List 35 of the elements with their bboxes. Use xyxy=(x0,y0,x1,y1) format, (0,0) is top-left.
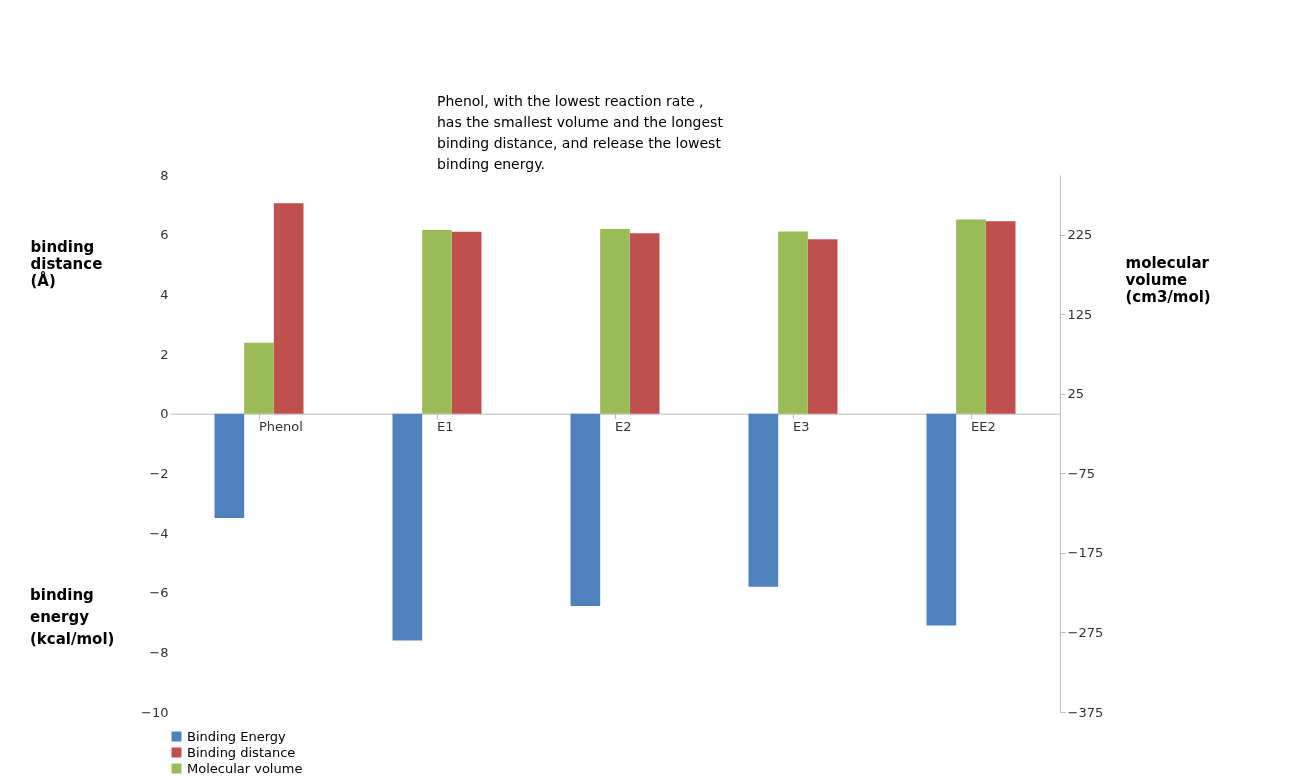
y-tick-label: 0 xyxy=(160,406,169,422)
x-tick-label: E2 xyxy=(615,419,632,435)
y2-tick-label: −275 xyxy=(1067,624,1104,640)
legend-label: Binding Energy xyxy=(187,728,287,744)
y-tick-label: 4 xyxy=(160,286,169,302)
bar xyxy=(214,413,245,519)
bar xyxy=(926,413,957,626)
legend-label: Molecular volume xyxy=(187,760,303,776)
chart-title: Phenol, with the lowest reaction rate , has the smallest volume and the longest binding distance, and release the lowest binding energy. xyxy=(437,93,724,172)
x-tick-label: E1 xyxy=(437,419,454,435)
y2-tick-label: 225 xyxy=(1067,227,1093,243)
bar xyxy=(748,413,779,587)
y2-tick-label: 25 xyxy=(1067,386,1085,402)
legend-label: Binding distance xyxy=(187,744,296,760)
y-tick-label: −8 xyxy=(149,644,169,660)
y2-tick-label: −175 xyxy=(1067,545,1104,561)
y2-axis-title: molecular volume (cm3/mol) xyxy=(1125,254,1211,307)
x-tick-label: E3 xyxy=(793,419,810,435)
bar xyxy=(392,413,423,641)
y-tick-label: −2 xyxy=(149,465,169,481)
text: binding energy (kcal/mol) xyxy=(30,586,115,649)
y2-tick-label: −75 xyxy=(1067,465,1095,481)
y-tick-label: −4 xyxy=(149,525,169,541)
y-tick-label: 2 xyxy=(160,346,169,362)
y-axis-title: binding distance (Å) xyxy=(30,237,103,290)
y-tick-label: −6 xyxy=(149,585,169,601)
y-tick-label: −10 xyxy=(141,704,169,720)
x-tick-label: Phenol xyxy=(259,419,303,435)
bar xyxy=(273,203,304,414)
x-tick-label: EE2 xyxy=(971,419,996,435)
y2-tick-label: 125 xyxy=(1067,306,1093,322)
y-tick-label: 6 xyxy=(160,227,169,243)
y2-tick-label: −375 xyxy=(1067,704,1104,720)
bar xyxy=(570,413,601,607)
y-tick-label: 8 xyxy=(160,167,169,183)
